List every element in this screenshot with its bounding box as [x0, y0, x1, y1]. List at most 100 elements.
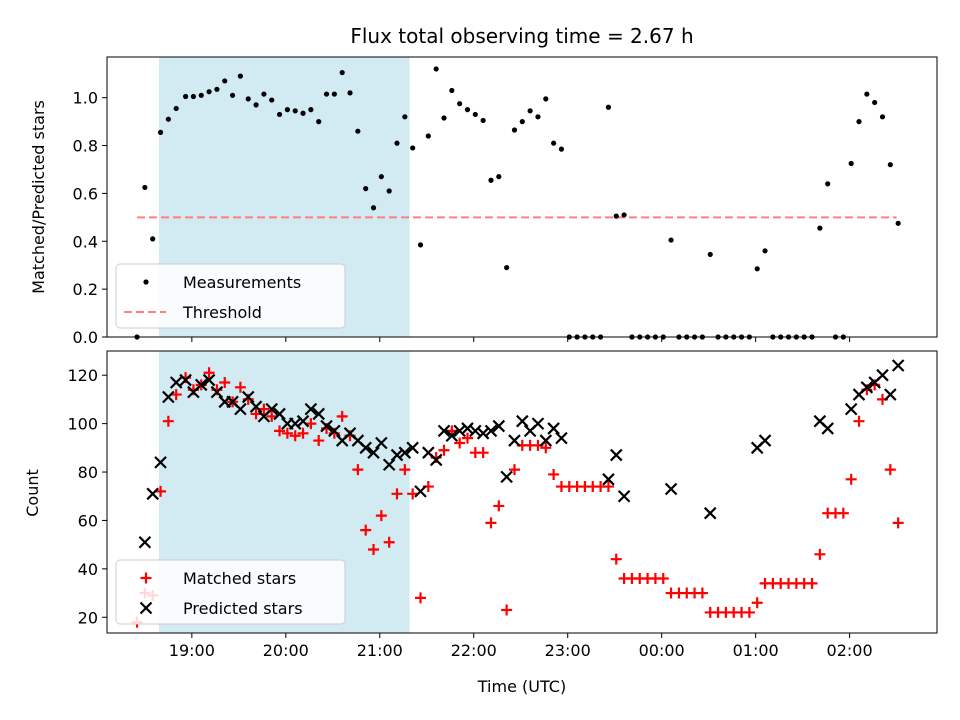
x-tick-label: 01:00 [733, 641, 779, 660]
predicted-star-point [539, 434, 553, 447]
measurement-point [856, 119, 862, 125]
matched-star-point [368, 543, 380, 555]
predicted-star-point [288, 417, 302, 430]
matched-star-point [407, 488, 419, 500]
measurement-point [441, 115, 447, 121]
measurement-point [613, 213, 619, 219]
predicted-star-point [249, 400, 263, 413]
measurement-point [300, 110, 306, 116]
predicted-star-point [531, 417, 545, 430]
predicted-star-point [406, 441, 419, 455]
measurement-point [511, 127, 518, 133]
count-y-tick-label: 20 [78, 608, 98, 627]
matched-star-point [336, 410, 348, 422]
predicted-star-point [390, 448, 404, 462]
predicted-star-point [194, 378, 208, 392]
matched-star-point [250, 408, 262, 420]
matched-star-point [438, 444, 450, 456]
measurement-point [480, 117, 486, 124]
count-y-tick-label: 120 [67, 366, 98, 385]
measurement-point [425, 133, 431, 139]
predicted-star-point [821, 422, 834, 435]
predicted-star-point [476, 427, 490, 440]
matched-star-point [461, 432, 473, 444]
matched-star-point [845, 473, 857, 485]
matched-star-point [360, 524, 372, 536]
measurement-point [214, 86, 220, 92]
predicted-star-point [876, 368, 889, 382]
measurement-point [543, 96, 549, 102]
measurement-point [864, 91, 870, 97]
predicted-star-point [461, 422, 474, 435]
matched-star-point [313, 435, 325, 447]
chart-title: Flux total observing time = 2.67 h [350, 24, 693, 48]
matched-star-point [477, 447, 489, 459]
predicted-star-point [617, 489, 631, 503]
predicted-star-point [296, 414, 310, 428]
ratio-legend-label: Threshold [182, 303, 262, 322]
measurement-point [535, 114, 541, 120]
measurement-point [237, 73, 244, 79]
measurement-point [433, 66, 439, 72]
measurement-point [363, 186, 369, 192]
matched-star-point [610, 553, 622, 565]
predicted-star-point [429, 453, 443, 467]
matched-star-point [508, 464, 520, 476]
predicted-star-point [273, 407, 286, 421]
ratio-legend-box [115, 263, 346, 329]
measurement-point [668, 237, 674, 243]
measurement-point [206, 89, 212, 95]
predicted-star-point [179, 373, 192, 387]
predicted-star-point [516, 414, 529, 428]
predicted-star-point [860, 381, 874, 394]
measurement-point [621, 212, 627, 218]
measurement-point [519, 119, 525, 125]
measurement-point [347, 90, 353, 96]
count-legend-label: Predicted stars [183, 599, 303, 618]
measurement-point [276, 111, 283, 118]
measurement-point [887, 162, 893, 168]
matched-star-point [806, 577, 818, 589]
measurement-point [173, 105, 179, 112]
count-y-tick-label: 40 [78, 560, 98, 579]
measurement-point [394, 140, 400, 146]
measurement-point [284, 107, 290, 113]
measurement-point [222, 78, 228, 84]
x-tick-label: 21:00 [357, 641, 403, 660]
count-y-tick-label: 100 [67, 415, 98, 434]
measurement-point [464, 107, 471, 113]
measurement-point [269, 97, 275, 103]
measurement-point [378, 174, 384, 180]
ratio-y-tick-label: 0.0 [73, 328, 98, 347]
matched-star-point [375, 510, 387, 522]
measurement-point [558, 146, 565, 152]
ratio-y-tick-label: 0.6 [73, 184, 98, 203]
measurement-point [472, 111, 478, 118]
count-panel: 20 40 60 80 100 120 19:00 20:00 21:00 22:00 23:00 0… [67, 350, 938, 660]
count-series-2 [138, 359, 905, 549]
measurement-point [182, 93, 189, 100]
predicted-star-point [382, 458, 396, 472]
count-y-tick-label: 60 [78, 511, 98, 530]
predicted-star-point [445, 429, 459, 442]
measurement-point [817, 225, 823, 231]
measurement-point [848, 160, 854, 167]
measurement-point [457, 101, 463, 107]
matched-star-point [281, 427, 293, 439]
measurement-point [323, 91, 330, 97]
matched-star-point [399, 464, 411, 476]
predicted-star-point [844, 402, 858, 416]
predicted-star-point [234, 402, 247, 416]
ratio-axes-frame [106, 56, 938, 338]
predicted-star-point [154, 456, 167, 469]
x-tick-label: 02:00 [827, 641, 873, 660]
measurement-point [605, 104, 612, 110]
matched-star-point [493, 500, 505, 512]
measurement-point [157, 129, 164, 135]
predicted-star-point [414, 485, 427, 498]
measurement-point [229, 92, 236, 98]
measurement-point [754, 266, 760, 272]
matched-star-point [837, 507, 849, 519]
predicted-star-point [367, 446, 380, 459]
predicted-star-point [359, 441, 372, 455]
